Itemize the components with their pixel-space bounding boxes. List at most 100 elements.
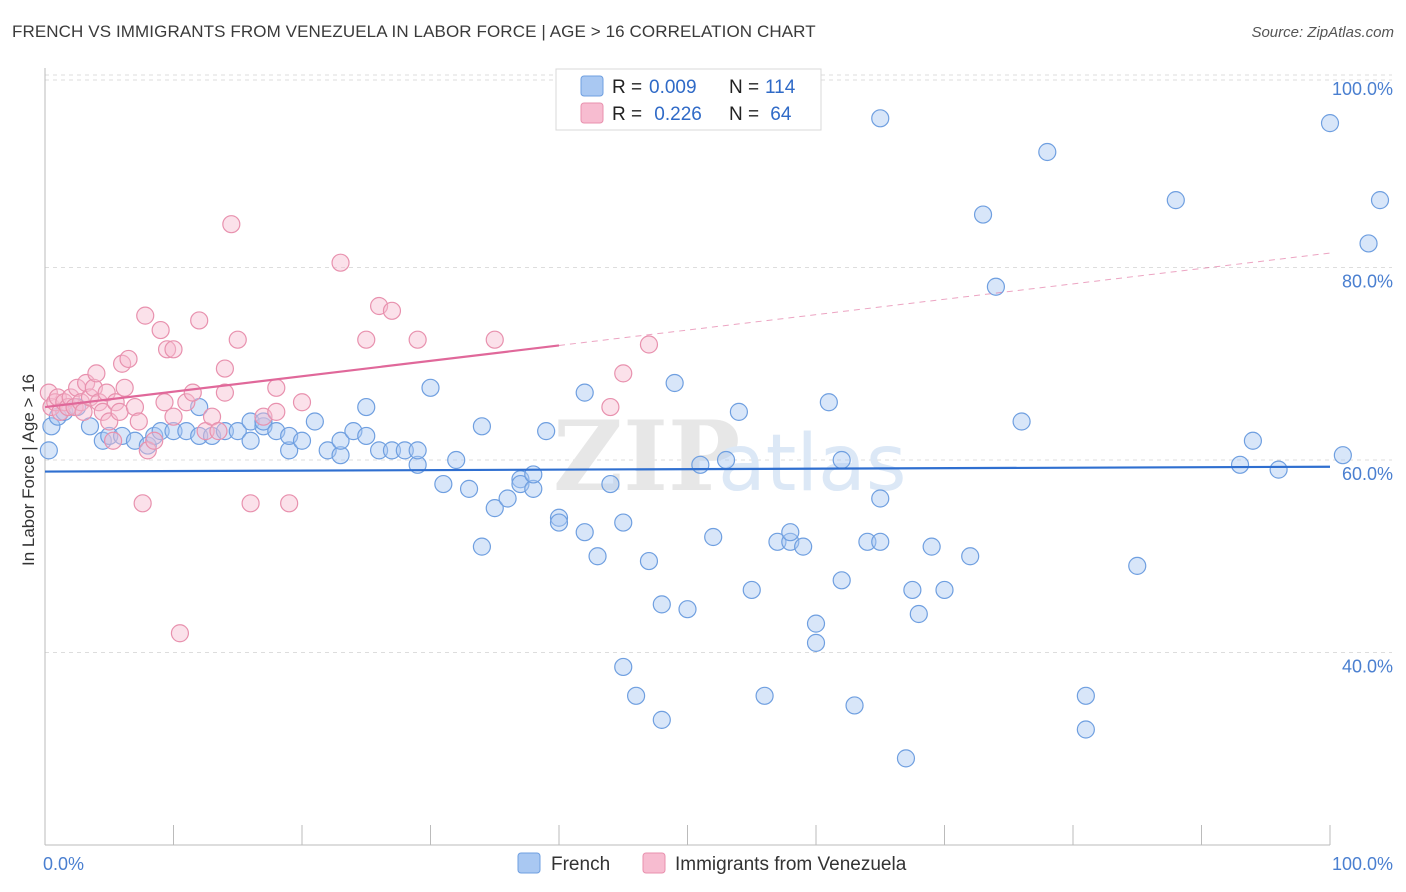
french-point — [806, 633, 826, 652]
venezuela-point — [61, 388, 80, 407]
venezuela-point — [222, 215, 241, 234]
french-point — [819, 393, 838, 412]
french-point — [39, 441, 58, 460]
french-point — [1370, 191, 1390, 210]
legend-n-label-french: N = — [729, 77, 759, 98]
venezuela-point — [87, 364, 106, 383]
french-point — [1243, 431, 1263, 450]
french-point — [871, 532, 890, 551]
french-point — [498, 489, 517, 508]
french-point — [485, 499, 504, 518]
french-point — [357, 426, 376, 446]
venezuela-point — [138, 441, 157, 460]
french-point — [1038, 142, 1057, 162]
french-point — [395, 441, 414, 460]
french-point — [871, 109, 890, 128]
venezuela-point — [601, 397, 620, 417]
french-point — [986, 277, 1006, 296]
french-point — [626, 686, 646, 705]
bottom-legend-swatch-venezuela — [642, 852, 666, 874]
venezuela-point — [39, 383, 58, 402]
french-point — [742, 580, 761, 600]
x-tick-label: 0.0% — [43, 854, 84, 874]
venezuela-point — [151, 320, 170, 340]
venezuela-point — [164, 340, 183, 359]
venezuela-point — [209, 422, 228, 441]
venezuela-trend-extension — [558, 252, 1331, 346]
french-point — [472, 537, 491, 556]
french-point — [781, 523, 800, 542]
french-point — [241, 431, 260, 450]
venezuela-points — [39, 215, 659, 643]
venezuela-point — [228, 330, 247, 349]
legend-n-value-venezuela: 64 — [765, 104, 792, 125]
french-point — [434, 474, 453, 494]
french-point — [1269, 460, 1288, 479]
venezuela-point — [267, 378, 286, 397]
french-point — [704, 527, 723, 547]
french-point — [357, 397, 376, 417]
french-point — [228, 422, 247, 441]
venezuela-point — [133, 494, 152, 513]
venezuela-point — [215, 359, 234, 378]
french-point — [716, 450, 736, 470]
french-point — [42, 417, 61, 436]
venezuela-point — [215, 383, 234, 402]
legend-n-label-venezuela: N = — [729, 104, 759, 125]
french-point — [549, 508, 569, 527]
french-point — [691, 455, 710, 474]
french-point — [601, 474, 620, 494]
venezuela-point — [157, 340, 177, 359]
venezuela-point — [129, 412, 148, 431]
stats-legend: R = 0.009 N = 114 R = 0.226 N = 64 — [555, 68, 822, 131]
french-point — [151, 422, 170, 441]
venezuela-point — [382, 301, 402, 320]
french-point — [370, 441, 389, 460]
legend-n-value-french: 114 — [765, 77, 796, 98]
french-point — [588, 547, 607, 566]
venezuela-point — [639, 335, 659, 354]
venezuela-point — [136, 306, 155, 325]
french-point — [575, 523, 594, 542]
french-point — [292, 431, 312, 450]
french-point — [254, 412, 273, 431]
legend-r-value-venezuela: 0.226 — [649, 104, 702, 125]
french-point — [524, 465, 543, 484]
venezuela-point — [190, 311, 209, 330]
venezuela-point — [125, 397, 145, 417]
legend-r-value-french: 0.009 — [649, 77, 697, 98]
venezuela-point — [115, 378, 134, 397]
french-point — [755, 686, 774, 705]
french-point — [652, 595, 671, 614]
bottom-legend-swatch-french — [517, 852, 541, 874]
trend-lines — [44, 252, 1331, 473]
series-legend: French Immigrants from Venezuela — [517, 852, 907, 875]
x-tick-label: 100.0% — [1332, 854, 1393, 874]
y-tick-labels: 40.0% 60.0% 80.0% 100.0% — [1332, 79, 1393, 677]
french-point — [472, 417, 491, 436]
french-point — [459, 479, 479, 498]
french-point — [832, 450, 851, 470]
venezuela-point — [408, 330, 427, 349]
x-tick-labels: 0.0% 100.0% — [43, 854, 1393, 874]
chart-source: Source: ZipAtlas.com — [1251, 24, 1394, 41]
chart-title: FRENCH VS IMMIGRANTS FROM VENEZUELA IN L… — [12, 22, 816, 41]
venezuela-trend-line — [44, 344, 560, 409]
french-point — [858, 532, 877, 551]
y-tick-label: 100.0% — [1332, 79, 1393, 99]
french-point — [537, 422, 556, 441]
french-point — [524, 479, 543, 498]
bottom-legend-venezuela: Immigrants from Venezuela — [675, 854, 907, 875]
french-point — [280, 441, 299, 460]
venezuela-point — [145, 431, 164, 450]
axes — [44, 68, 1331, 846]
venezuela-point — [110, 402, 129, 421]
french-point — [408, 441, 427, 460]
french-point — [768, 532, 787, 551]
french-point — [935, 580, 954, 600]
french-point — [1076, 686, 1095, 705]
french-point — [614, 513, 633, 532]
french-point — [215, 422, 234, 441]
french-point — [1230, 455, 1250, 474]
